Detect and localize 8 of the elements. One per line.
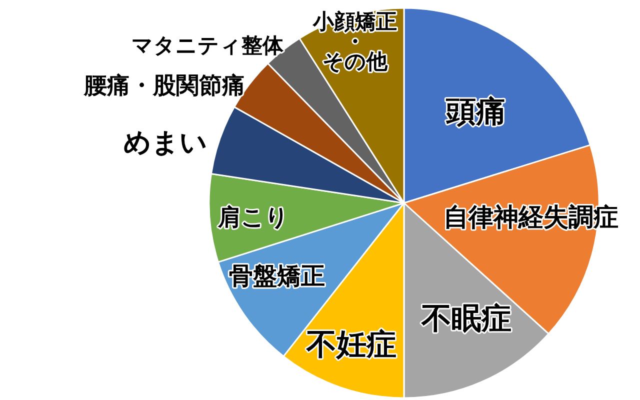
slice-label: 不妊症 xyxy=(306,327,397,362)
slice-label: めまい xyxy=(124,127,208,158)
slice-label: 頭痛 xyxy=(444,94,506,130)
slice-label: マタニティ整体 xyxy=(132,33,285,58)
slice-label: 肩こり xyxy=(216,204,289,231)
slice-label: 骨盤矯正 xyxy=(229,262,326,290)
slice-label: 不眠症 xyxy=(420,301,512,336)
slice-label: 腰痛・股関節痛 xyxy=(83,73,246,100)
